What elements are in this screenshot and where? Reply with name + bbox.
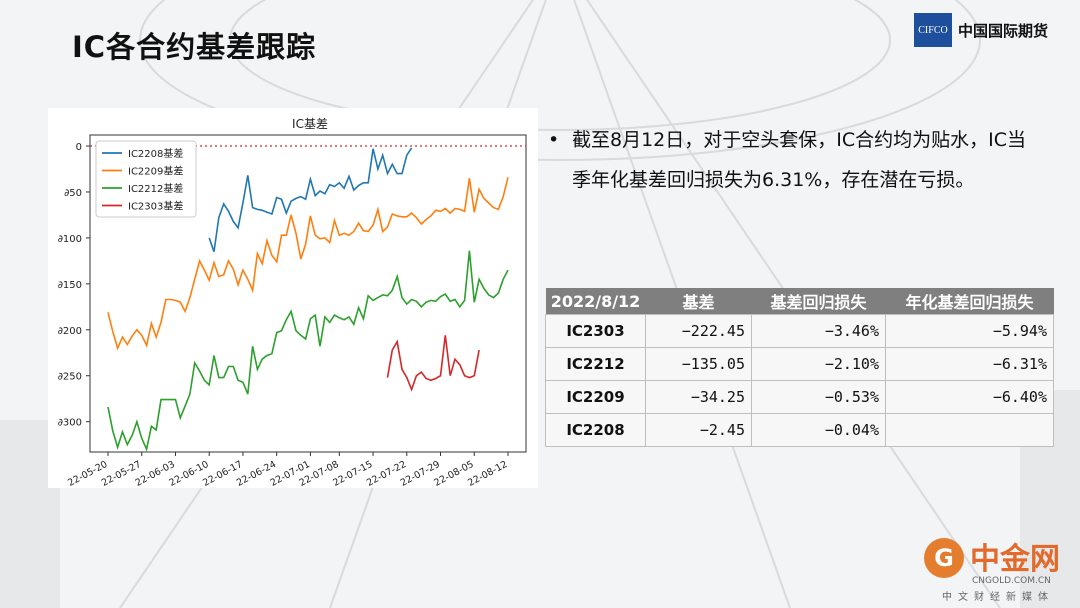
header-annualized-loss: 年化基差回归损失 bbox=[885, 288, 1054, 315]
basis-table: 2022/8/12 基差 基差回归损失 年化基差回归损失 IC2303 −222… bbox=[545, 288, 1054, 447]
y-axis: 0 ∂50 ∂100 ∂150 ∂200 ∂250 ∂300 bbox=[58, 142, 90, 429]
y-tick-label: 0 bbox=[76, 142, 82, 153]
watermark-url: CNGOLD.COM.CN bbox=[972, 576, 1051, 586]
legend-box bbox=[95, 140, 197, 218]
series-lines bbox=[90, 145, 526, 452]
series-line-IC2208基差 bbox=[208, 147, 413, 252]
legend-label: IC2208基差 bbox=[128, 147, 183, 160]
ic-basis-chart: IC基差 0 ∂50 ∂100 ∂150 ∂200 ∂250 ∂300 22-05-20 22… bbox=[48, 108, 538, 489]
y-tick-label: ∂250 bbox=[58, 372, 82, 383]
series-line-IC2209基差 bbox=[107, 177, 509, 351]
y-tick-label: ∂50 bbox=[64, 188, 82, 199]
contract-cell: IC2303 bbox=[545, 314, 646, 348]
slide-title: IC各合约基差跟踪 bbox=[72, 30, 317, 64]
basis-loss-cell: −0.53% bbox=[751, 380, 886, 414]
table-row: IC2212 −135.05 −2.10% −6.31% bbox=[545, 347, 1054, 381]
cifco-logo: CIFCO 中国国际期货 bbox=[914, 12, 1048, 48]
basis-cell: −135.05 bbox=[645, 347, 752, 381]
annualized-loss-cell: −6.40% bbox=[885, 380, 1054, 414]
basis-cell: −2.45 bbox=[645, 413, 752, 447]
header-basis-loss: 基差回归损失 bbox=[751, 288, 886, 315]
cifco-logo-text: 中国国际期货 bbox=[958, 21, 1049, 40]
basis-loss-cell: −2.10% bbox=[751, 347, 886, 381]
legend-label: IC2212基差 bbox=[128, 182, 183, 195]
contract-cell: IC2212 bbox=[545, 347, 646, 381]
annualized-loss-cell bbox=[885, 413, 1054, 447]
contract-cell: IC2208 bbox=[545, 413, 646, 447]
basis-cell: −222.45 bbox=[645, 314, 752, 348]
series-line-IC2212基差 bbox=[107, 250, 509, 452]
basis-loss-cell: −0.04% bbox=[751, 413, 886, 447]
chart-title: IC基差 bbox=[292, 117, 328, 131]
annualized-loss-cell: −6.31% bbox=[885, 347, 1054, 381]
watermark-main: 中金网 bbox=[970, 542, 1060, 577]
bullet-dot: • bbox=[548, 129, 560, 151]
watermark-sub: 中文财经新媒体 bbox=[942, 592, 1054, 603]
contract-cell: IC2209 bbox=[545, 380, 646, 414]
header-basis: 基差 bbox=[645, 288, 752, 315]
y-tick-label: ∂100 bbox=[58, 234, 82, 245]
table-row: IC2303 −222.45 −3.46% −5.94% bbox=[545, 314, 1054, 348]
table-row: IC2209 −34.25 −0.53% −6.40% bbox=[545, 380, 1054, 414]
table-header-row: 2022/8/12 基差 基差回归损失 年化基差回归损失 bbox=[545, 288, 1054, 315]
annualized-loss-cell: −5.94% bbox=[885, 314, 1054, 348]
bullet-text: 截至8月12日，对于空头套保，IC合约均为贴水，IC当季年化基差回归损失为6.3… bbox=[572, 129, 1027, 191]
chart-svg: IC基差 0∂50∂100∂150∂200∂250∂300 22-05-2022… bbox=[48, 108, 538, 489]
bullet-point: • 截至8月12日，对于空头套保，IC合约均为贴水，IC当季年化基差回归损失为6… bbox=[548, 120, 1028, 200]
cifco-logo-mark: CIFCO bbox=[914, 13, 952, 47]
plot-area-frame bbox=[89, 134, 527, 453]
basis-cell: −34.25 bbox=[645, 380, 752, 414]
chart-legend: IC2208基差 IC2209基差 IC2212基差 IC2303基差 bbox=[95, 140, 197, 218]
y-tick-label: ∂200 bbox=[58, 326, 82, 337]
legend-label: IC2209基差 bbox=[128, 165, 183, 178]
y-tick-label: ∂300 bbox=[58, 418, 82, 429]
cngold-watermark: G 中金网 CNGOLD.COM.CN 中文财经新媒体 bbox=[922, 530, 1072, 603]
header-date: 2022/8/12 bbox=[545, 288, 646, 315]
table-row: IC2208 −2.45 −0.04% bbox=[545, 413, 1054, 447]
cngold-logo-icon: G bbox=[924, 538, 964, 578]
y-tick-label: ∂150 bbox=[58, 280, 82, 291]
series-line-IC2303基差 bbox=[386, 335, 480, 392]
legend-label: IC2303基差 bbox=[128, 200, 183, 213]
basis-loss-cell: −3.46% bbox=[751, 314, 886, 348]
